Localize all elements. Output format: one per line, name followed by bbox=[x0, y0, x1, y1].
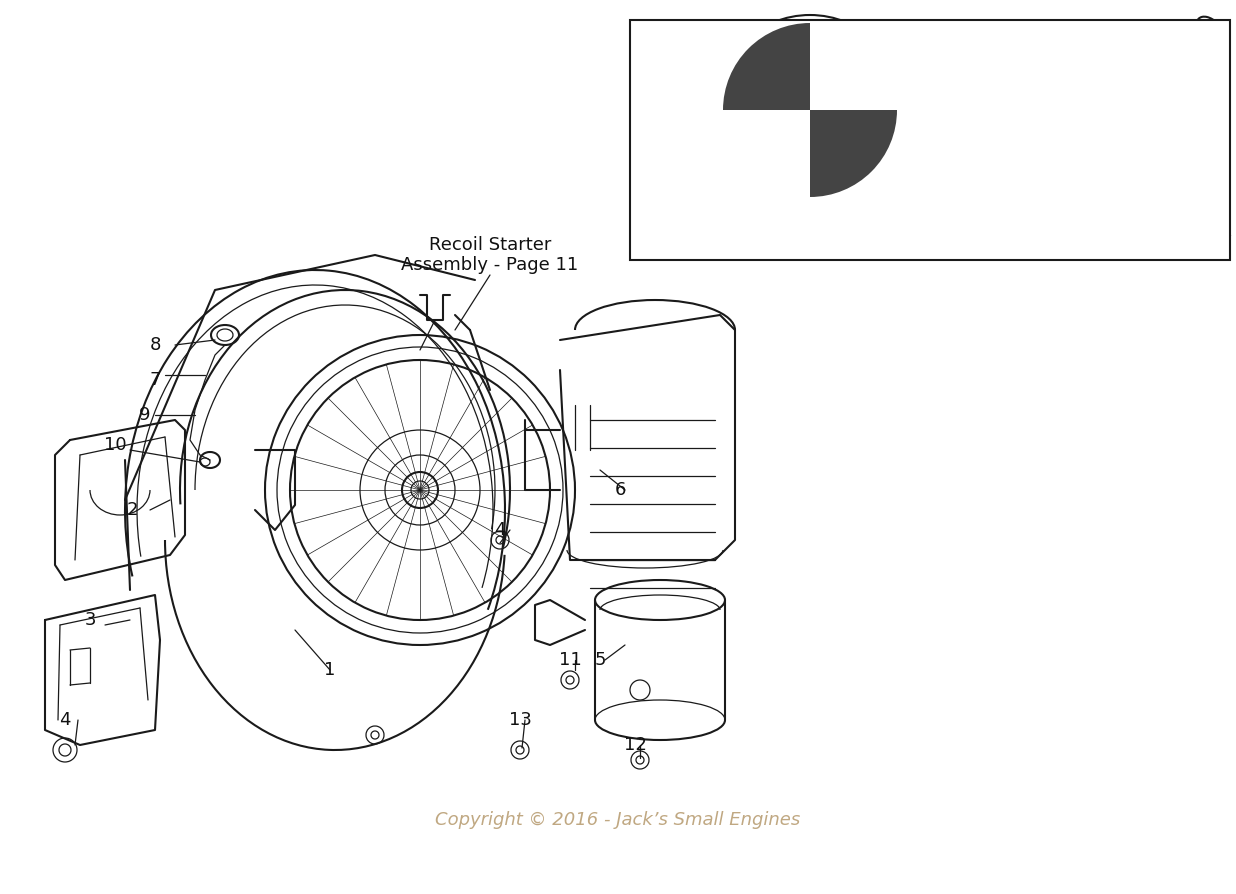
Text: 13: 13 bbox=[508, 711, 531, 729]
Wedge shape bbox=[723, 23, 810, 110]
Text: 15: 15 bbox=[708, 71, 732, 89]
Text: 1: 1 bbox=[324, 661, 336, 679]
Text: Copyright © 2016 - Jack’s Small Engines: Copyright © 2016 - Jack’s Small Engines bbox=[435, 811, 801, 829]
Text: 11: 11 bbox=[559, 651, 581, 669]
Text: 5: 5 bbox=[595, 651, 606, 669]
Text: 10: 10 bbox=[104, 436, 126, 454]
Wedge shape bbox=[810, 110, 897, 197]
Text: 7: 7 bbox=[150, 371, 161, 389]
Text: Recoil Starter
Assembly - Page 11: Recoil Starter Assembly - Page 11 bbox=[402, 236, 578, 274]
Text: 4: 4 bbox=[494, 521, 506, 539]
Text: 8: 8 bbox=[150, 336, 161, 354]
Text: 2: 2 bbox=[126, 501, 137, 519]
Text: 4: 4 bbox=[59, 711, 70, 729]
Text: 14: 14 bbox=[999, 166, 1021, 184]
Text: 16: 16 bbox=[1174, 146, 1196, 164]
Text: 12: 12 bbox=[624, 736, 646, 754]
Text: 9: 9 bbox=[140, 406, 151, 424]
Text: ROTATING SCREEN FOR ELECTRIC START ENGINES: ROTATING SCREEN FOR ELECTRIC START ENGIN… bbox=[798, 243, 1062, 253]
Text: 17: 17 bbox=[1128, 146, 1152, 164]
Text: 6: 6 bbox=[614, 481, 625, 499]
Text: 18: 18 bbox=[1079, 146, 1101, 164]
Text: 3: 3 bbox=[84, 611, 95, 629]
Bar bbox=[630, 20, 1230, 260]
